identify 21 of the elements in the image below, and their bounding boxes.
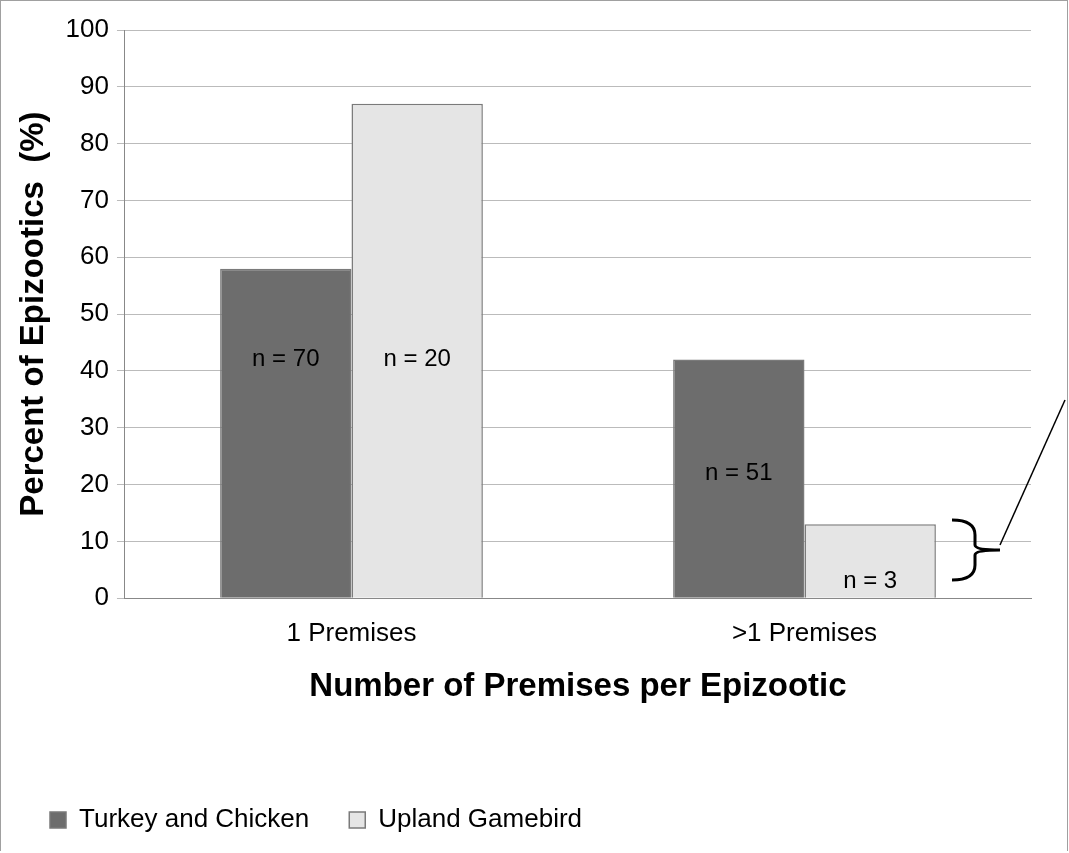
x-tick-label: 1 Premises <box>286 616 417 647</box>
y-tick-label: 20 <box>80 467 109 498</box>
legend-label: Turkey and Chicken <box>79 803 310 834</box>
y-tick-label: 10 <box>80 524 109 555</box>
y-tick-label: 0 <box>94 581 109 612</box>
y-tick-label: 60 <box>80 240 109 271</box>
y-axis-title: Percent of Epizootics (%) <box>12 111 50 517</box>
annotation: n = 20 <box>383 344 451 372</box>
annotation: n = 51 <box>705 457 773 485</box>
y-tick-label: 70 <box>80 183 109 214</box>
y-tick-label: 40 <box>80 354 109 385</box>
legend-label: Upland Gamebird <box>378 803 583 834</box>
y-tick-label: 50 <box>80 297 109 328</box>
y-tick-label: 100 <box>65 13 109 44</box>
annotation: n = 70 <box>252 344 320 372</box>
x-axis-title: Number of Premises per Epizootic <box>309 666 847 704</box>
x-tick-label: >1 Premises <box>731 616 878 647</box>
y-tick-label: 30 <box>80 410 109 441</box>
y-tick-label: 80 <box>80 126 109 157</box>
y-tick-label: 90 <box>80 69 109 100</box>
annotation: n = 3 <box>843 565 898 593</box>
